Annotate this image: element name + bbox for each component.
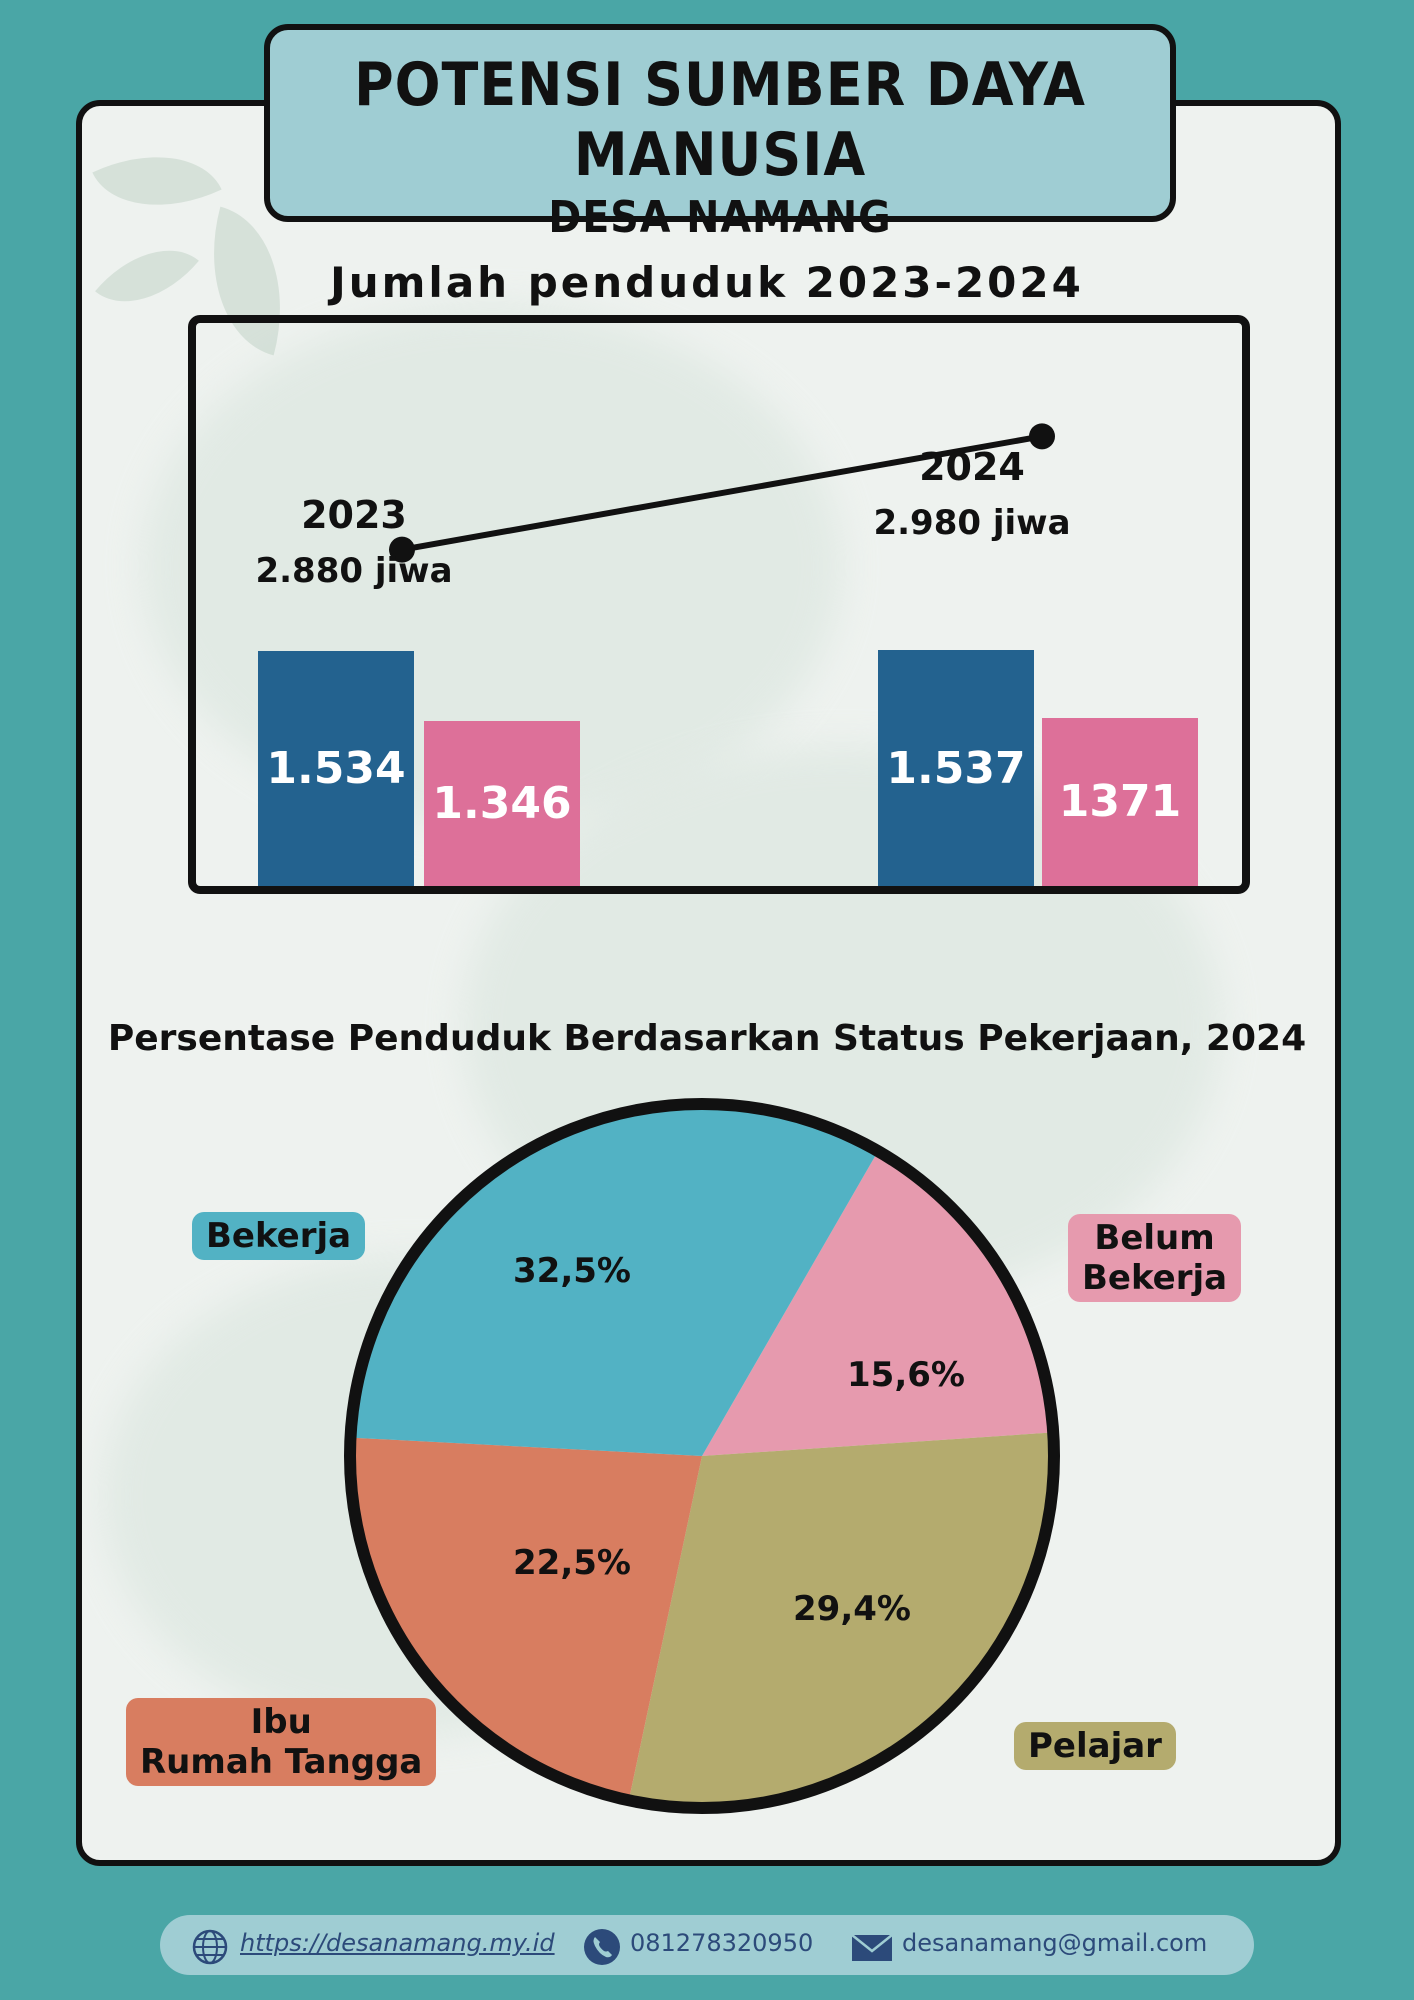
employment-section-title: Persentase Penduduk Berdasarkan Status P… bbox=[107, 1018, 1307, 1059]
email-address[interactable]: desanamang@gmail.com bbox=[902, 1929, 1208, 1957]
population-trend-line bbox=[401, 433, 1043, 553]
page-subtitle: DESA NAMANG bbox=[548, 192, 892, 243]
pie-category-irt-line1: Ibu bbox=[250, 1702, 312, 1742]
leaf-decoration bbox=[92, 126, 222, 236]
population-trend-svg bbox=[389, 423, 1055, 563]
pie-category-belum-line1: Belum bbox=[1094, 1218, 1215, 1258]
phone-number[interactable]: 081278320950 bbox=[630, 1929, 814, 1957]
pie-category-belum-line2: Bekerja bbox=[1082, 1258, 1228, 1298]
phone-icon bbox=[584, 1929, 620, 1965]
bar-male-2023: 1.534 bbox=[258, 650, 414, 886]
page-title: POTENSI SUMBER DAYA MANUSIA bbox=[354, 50, 1086, 190]
population-chart-frame: 2023 2.880 jiwa 2024 2.980 jiwa 1.534 1.… bbox=[188, 315, 1250, 894]
bar-male-2024: 1.537 bbox=[878, 650, 1034, 886]
population-section-title: Jumlah penduduk 2023-2024 bbox=[330, 258, 1084, 307]
year-label-2023: 2023 bbox=[301, 493, 407, 537]
title-box: POTENSI SUMBER DAYA MANUSIA DESA NAMANG bbox=[264, 24, 1176, 243]
mail-icon bbox=[851, 1934, 893, 1961]
pie-category-bekerja: Bekerja bbox=[192, 1212, 366, 1260]
pie-category-bekerja-text: Bekerja bbox=[206, 1216, 352, 1256]
pie-category-pelajar: Pelajar bbox=[1014, 1722, 1176, 1770]
globe-icon bbox=[192, 1929, 228, 1965]
pie-category-belum-bekerja: Belum Bekerja bbox=[1068, 1214, 1242, 1302]
bar-value-male-2023: 1.534 bbox=[266, 742, 406, 794]
pie-category-pelajar-text: Pelajar bbox=[1028, 1726, 1162, 1766]
bar-value-female-2023: 1.346 bbox=[432, 777, 572, 829]
bar-female-2023: 1.346 bbox=[424, 720, 580, 886]
bar-value-male-2024: 1.537 bbox=[886, 742, 1026, 794]
bar-value-female-2024: 1371 bbox=[1058, 776, 1182, 828]
total-2023: 2.880 jiwa bbox=[255, 551, 453, 591]
total-2024: 2.980 jiwa bbox=[873, 503, 1071, 543]
trend-point-2023 bbox=[389, 536, 415, 563]
watercolor-wash bbox=[102, 1256, 722, 1736]
pie-category-ibu-rumah-tangga: Ibu Rumah Tangga bbox=[126, 1698, 437, 1786]
pie-category-irt-line2: Rumah Tangga bbox=[140, 1742, 423, 1782]
trend-point-2024 bbox=[1029, 423, 1055, 450]
bar-female-2024: 1371 bbox=[1042, 717, 1198, 886]
contact-footer: https://desanamang.my.id 081278320950 de… bbox=[160, 1915, 1254, 1975]
website-link[interactable]: https://desanamang.my.id bbox=[240, 1929, 555, 1957]
year-label-2024: 2024 bbox=[919, 445, 1025, 489]
